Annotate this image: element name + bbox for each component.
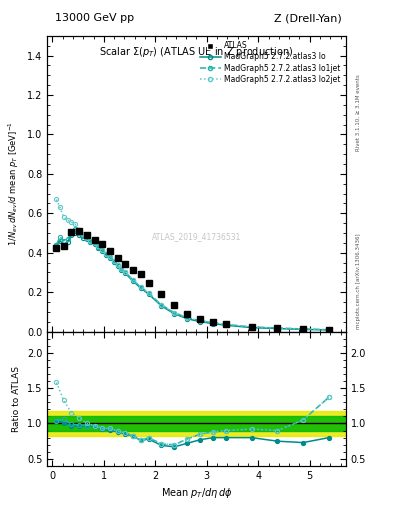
Text: Z (Drell-Yan): Z (Drell-Yan) (274, 13, 342, 23)
Text: ATLAS_2019_41736531: ATLAS_2019_41736531 (152, 232, 241, 241)
Legend: ATLAS, MadGraph5 2.7.2.atlas3 lo, MadGraph5 2.7.2.atlas3 lo1jet, MadGraph5 2.7.2: ATLAS, MadGraph5 2.7.2.atlas3 lo, MadGra… (196, 38, 343, 87)
Text: 13000 GeV pp: 13000 GeV pp (55, 13, 134, 23)
Y-axis label: Ratio to ATLAS: Ratio to ATLAS (12, 366, 21, 432)
Text: Rivet 3.1.10, ≥ 3.1M events: Rivet 3.1.10, ≥ 3.1M events (356, 74, 361, 151)
Y-axis label: $1/N_{ev}\,dN_{ev}/d$ mean $p_T$ [GeV]$^{-1}$: $1/N_{ev}\,dN_{ev}/d$ mean $p_T$ [GeV]$^… (7, 121, 21, 246)
X-axis label: Mean $p_T/d\eta\,d\phi$: Mean $p_T/d\eta\,d\phi$ (161, 486, 232, 500)
Text: mcplots.cern.ch [arXiv:1306.3436]: mcplots.cern.ch [arXiv:1306.3436] (356, 234, 361, 329)
Text: Scalar $\Sigma(p_T)$ (ATLAS UE in Z production): Scalar $\Sigma(p_T)$ (ATLAS UE in Z prod… (99, 45, 294, 59)
